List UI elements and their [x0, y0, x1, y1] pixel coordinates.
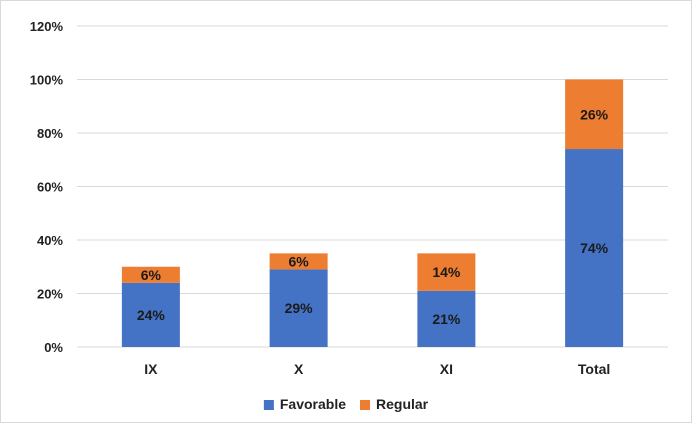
- y-tick-label: 0%: [44, 340, 63, 355]
- bar-favorable-x: [269, 269, 328, 347]
- data-label-favorable-total: 74%: [580, 240, 609, 256]
- data-label-regular-x: 6%: [289, 253, 310, 269]
- data-label-favorable-xi: 21%: [432, 311, 461, 327]
- y-axis: 0% 20% 40% 60% 80% 100% 120%: [30, 19, 64, 355]
- data-label-favorable-ix: 24%: [137, 307, 166, 323]
- legend-label-favorable: Favorable: [280, 396, 346, 412]
- bars: 24% 6% 29% 6% 21% 14% 74% 26%: [121, 79, 624, 347]
- y-tick-label: 60%: [37, 180, 63, 195]
- bar-regular-xi: [417, 253, 476, 291]
- x-tick-label: IX: [144, 361, 158, 377]
- legend: Favorable Regular: [263, 396, 429, 412]
- data-label-regular-ix: 6%: [141, 267, 162, 283]
- legend-swatch-favorable: [263, 400, 274, 410]
- data-label-regular-total: 26%: [580, 106, 609, 122]
- data-label-regular-xi: 14%: [432, 264, 461, 280]
- bar-regular-ix: [121, 266, 180, 283]
- y-tick-label: 80%: [37, 126, 63, 141]
- legend-swatch-regular: [360, 400, 371, 410]
- bar-regular-total: [565, 79, 624, 150]
- y-tick-label: 120%: [30, 19, 64, 34]
- x-tick-label: X: [294, 361, 304, 377]
- data-label-favorable-x: 29%: [285, 300, 314, 316]
- legend-label-regular: Regular: [376, 396, 429, 412]
- x-tick-label: Total: [578, 361, 610, 377]
- bar-regular-x: [269, 253, 328, 270]
- y-tick-label: 20%: [37, 287, 63, 302]
- y-tick-label: 100%: [30, 73, 64, 88]
- bar-favorable-total: [565, 149, 624, 347]
- x-axis: IX X XI Total: [144, 361, 610, 377]
- y-tick-label: 40%: [37, 233, 63, 248]
- x-tick-label: XI: [440, 361, 453, 377]
- bar-favorable-ix: [121, 282, 180, 347]
- bar-favorable-xi: [417, 290, 476, 347]
